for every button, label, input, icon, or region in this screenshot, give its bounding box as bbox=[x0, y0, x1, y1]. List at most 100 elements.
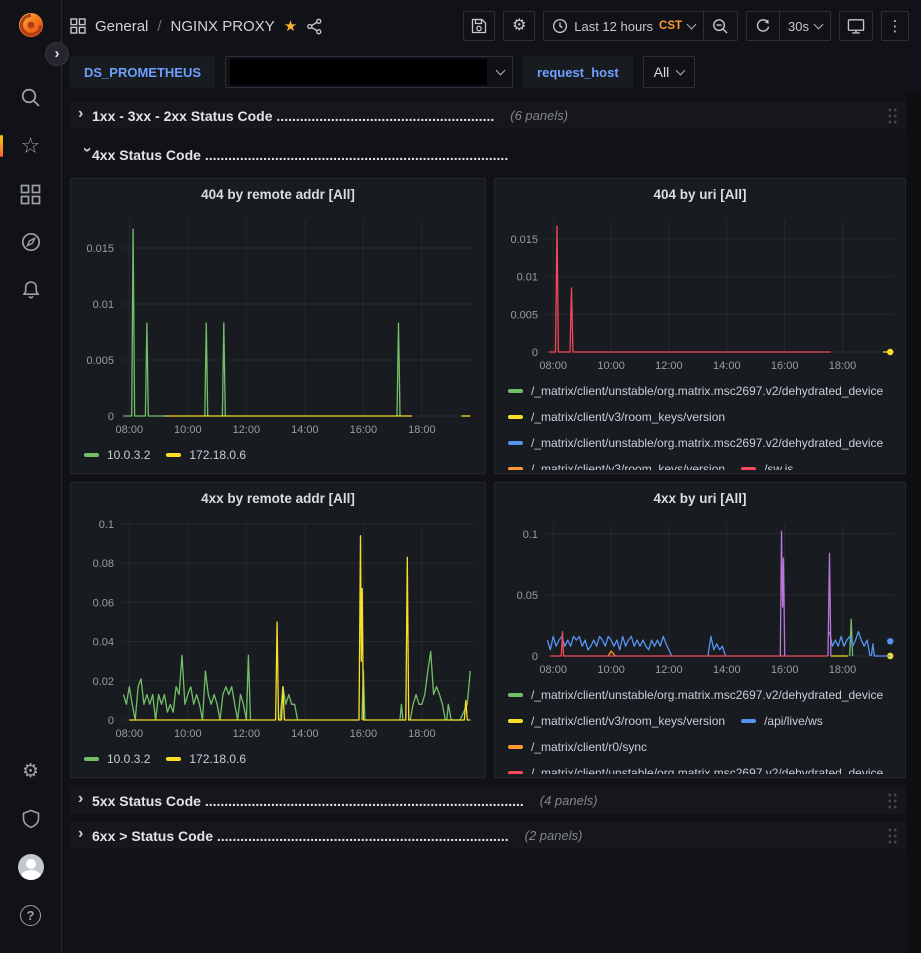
row-title: 1xx - 3xx - 2xx Status Code ............… bbox=[92, 108, 494, 124]
dashboard-row-5xx[interactable]: › 5xx Status Code ......................… bbox=[70, 787, 906, 814]
zoom-out-icon bbox=[712, 18, 729, 35]
svg-text:14:00: 14:00 bbox=[291, 424, 319, 436]
dashboard-row-1xx-2xx-3xx[interactable]: › 1xx - 3xx - 2xx Status Code ..........… bbox=[70, 102, 906, 129]
legend-item[interactable]: /_matrix/client/unstable/org.matrix.msc2… bbox=[508, 760, 883, 774]
svg-text:14:00: 14:00 bbox=[713, 360, 741, 372]
clock-icon bbox=[552, 18, 568, 34]
dashboard-settings-button[interactable]: ⚙ bbox=[503, 11, 535, 41]
save-icon bbox=[471, 18, 487, 34]
chevron-down-icon bbox=[687, 19, 697, 29]
svg-text:08:00: 08:00 bbox=[116, 424, 144, 436]
share-icon[interactable] bbox=[306, 18, 323, 35]
more-options-button[interactable]: ⋮ bbox=[881, 11, 909, 41]
svg-text:10:00: 10:00 bbox=[597, 360, 625, 372]
sidebar-item-configuration[interactable]: ⚙ bbox=[11, 751, 51, 791]
panel-title[interactable]: 404 by uri [All] bbox=[500, 184, 900, 208]
datasource-variable-dropdown[interactable] bbox=[225, 56, 513, 88]
refresh-interval-button[interactable]: 30s bbox=[779, 12, 830, 40]
time-picker: Last 12 hours CST bbox=[543, 11, 738, 41]
sidebar-item-search[interactable] bbox=[11, 78, 51, 118]
svg-text:18:00: 18:00 bbox=[829, 360, 857, 372]
panel-title[interactable]: 4xx by uri [All] bbox=[500, 488, 900, 512]
redacted-value bbox=[230, 59, 487, 85]
shield-icon bbox=[20, 808, 42, 830]
sidebar-item-help[interactable]: ? bbox=[11, 895, 51, 935]
panel-404-by-remote-addr: 404 by remote addr [All] 08:00 10:00 12:00… bbox=[70, 178, 486, 474]
grafana-logo-icon[interactable] bbox=[16, 10, 46, 40]
svg-text:14:00: 14:00 bbox=[713, 664, 741, 676]
save-dashboard-button[interactable] bbox=[463, 11, 495, 41]
svg-text:0.005: 0.005 bbox=[86, 355, 114, 367]
legend-item[interactable]: 172.18.0.6 bbox=[166, 746, 246, 772]
legend-item[interactable]: 10.0.3.2 bbox=[84, 746, 150, 772]
svg-text:08:00: 08:00 bbox=[539, 360, 567, 372]
svg-text:0.04: 0.04 bbox=[93, 637, 114, 649]
dashboard-row-6xx[interactable]: › 6xx > Status Code ....................… bbox=[70, 822, 906, 849]
row-panel-count: (2 panels) bbox=[525, 828, 583, 843]
refresh-picker: 30s bbox=[746, 11, 831, 41]
legend-item[interactable]: /_matrix/client/unstable/org.matrix.msc2… bbox=[508, 378, 883, 404]
chevron-right-icon: › bbox=[78, 106, 92, 122]
sidebar-item-starred[interactable]: ☆ bbox=[11, 126, 51, 166]
row-title: 4xx Status Code ........................… bbox=[92, 147, 508, 163]
legend-item[interactable]: /sw.js bbox=[741, 456, 793, 470]
svg-text:0.1: 0.1 bbox=[523, 529, 538, 541]
panel-title[interactable]: 404 by remote addr [All] bbox=[76, 184, 480, 208]
drag-handle-icon[interactable] bbox=[887, 107, 898, 124]
grafana-app: › ☆ ⚙ ? bbox=[0, 0, 921, 953]
scroll-track[interactable] bbox=[906, 92, 921, 953]
panel-legend: /_matrix/client/unstable/org.matrix.msc2… bbox=[500, 376, 900, 470]
sidebar-expand-button[interactable]: › bbox=[45, 42, 69, 66]
drag-handle-icon[interactable] bbox=[887, 827, 898, 844]
apps-grid-icon bbox=[70, 18, 86, 34]
svg-text:0.015: 0.015 bbox=[86, 243, 114, 255]
svg-text:0.005: 0.005 bbox=[510, 309, 538, 321]
legend-item[interactable]: /_matrix/client/v3/room_keys/version bbox=[508, 708, 725, 734]
svg-text:12:00: 12:00 bbox=[233, 424, 261, 436]
datasource-variable-label[interactable]: DS_PROMETHEUS bbox=[70, 56, 215, 88]
legend-item[interactable]: /_matrix/client/unstable/org.matrix.msc2… bbox=[508, 430, 883, 456]
legend-item[interactable]: /_matrix/client/v3/room_keys/version bbox=[508, 404, 725, 430]
gear-icon: ⚙ bbox=[22, 762, 39, 781]
legend-item[interactable]: 10.0.3.2 bbox=[84, 442, 150, 468]
row-title: 5xx Status Code ........................… bbox=[92, 793, 524, 809]
legend-item[interactable]: /_matrix/client/unstable/org.matrix.msc2… bbox=[508, 682, 883, 708]
panel-title[interactable]: 4xx by remote addr [All] bbox=[76, 488, 480, 512]
legend-item[interactable]: 172.18.0.6 bbox=[166, 442, 246, 468]
svg-text:10:00: 10:00 bbox=[174, 424, 202, 436]
chevron-down-icon bbox=[496, 65, 506, 75]
time-series-chart[interactable]: 08:0010:0012:0014:0016:0018:0000.0050.01… bbox=[500, 208, 902, 376]
time-range-button[interactable]: Last 12 hours CST bbox=[544, 12, 703, 40]
panel-legend: 10.0.3.2 172.18.0.6 bbox=[76, 440, 480, 468]
top-navbar: General / NGINX PROXY ★ ⚙ Last 12 hours bbox=[62, 0, 921, 52]
legend-item[interactable]: /_matrix/client/v3/room_keys/version bbox=[508, 456, 725, 470]
svg-text:10:00: 10:00 bbox=[597, 664, 625, 676]
breadcrumb-section[interactable]: General bbox=[95, 18, 148, 35]
zoom-out-button[interactable] bbox=[703, 12, 737, 40]
breadcrumb-title[interactable]: NGINX PROXY bbox=[171, 18, 275, 35]
dashboard-row-4xx[interactable]: › 4xx Status Code ......................… bbox=[70, 141, 906, 168]
drag-handle-icon[interactable] bbox=[887, 792, 898, 809]
sidebar-item-dashboards[interactable] bbox=[11, 174, 51, 214]
svg-text:0.015: 0.015 bbox=[510, 234, 538, 246]
time-series-chart[interactable]: 08:0010:0012:0014:0016:0018:0000.050.1 bbox=[500, 512, 902, 680]
favorite-star-icon[interactable]: ★ bbox=[284, 17, 297, 35]
refresh-interval-label: 30s bbox=[788, 19, 809, 34]
time-range-label: Last 12 hours bbox=[574, 19, 653, 34]
sidebar-item-alerting[interactable] bbox=[11, 270, 51, 310]
sidebar-item-server-admin[interactable] bbox=[11, 799, 51, 839]
request-host-variable-dropdown[interactable]: All bbox=[643, 56, 696, 88]
kiosk-mode-button[interactable] bbox=[839, 11, 873, 41]
sidebar-item-profile[interactable] bbox=[11, 847, 51, 887]
svg-text:16:00: 16:00 bbox=[350, 728, 378, 740]
panel-4xx-by-remote-addr: 4xx by remote addr [All] 08:0010:0012:00… bbox=[70, 482, 486, 778]
legend-item[interactable]: /_matrix/client/r0/sync bbox=[508, 734, 647, 760]
time-series-chart[interactable]: 08:0010:0012:0014:0016:0018:0000.0050.01… bbox=[76, 208, 482, 440]
time-series-chart[interactable]: 08:0010:0012:0014:0016:0018:0000.020.040… bbox=[76, 512, 482, 744]
chevron-down-icon bbox=[814, 19, 824, 29]
sidebar-item-explore[interactable] bbox=[11, 222, 51, 262]
dashboard-scroll-area[interactable]: › 1xx - 3xx - 2xx Status Code ..........… bbox=[62, 92, 906, 953]
legend-item[interactable]: /api/live/ws bbox=[741, 708, 823, 734]
refresh-button[interactable] bbox=[747, 12, 779, 40]
request-host-variable-label[interactable]: request_host bbox=[523, 56, 633, 88]
